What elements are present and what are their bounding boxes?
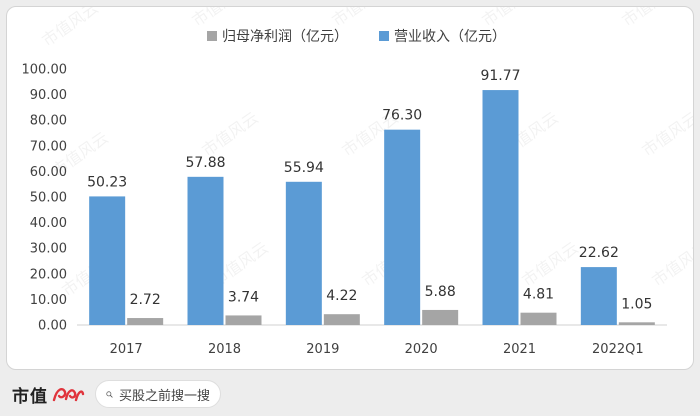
y-tick-label: 40.00	[30, 216, 67, 231]
y-tick-label: 100.00	[22, 63, 68, 78]
brand: 市值	[12, 382, 85, 407]
brand-logo-icon	[52, 387, 85, 402]
profit-data-label: 4.81	[523, 287, 554, 303]
y-tick-label: 80.00	[30, 114, 67, 129]
profit-data-label: 3.74	[228, 289, 259, 305]
revenue-data-label: 91.77	[480, 68, 520, 84]
x-tick-label: 2017	[110, 342, 143, 357]
bar-chart: 市值风云市值风云市值风云市值风云市值风云市值风云市值风云市值风云市值风云市值风云…	[22, 7, 694, 357]
y-tick-label: 70.00	[30, 139, 67, 154]
y-tick-label: 90.00	[30, 88, 67, 103]
watermark-text: 市值风云	[198, 108, 261, 160]
profit-bar	[127, 318, 164, 325]
x-tick-label: 2021	[503, 342, 536, 357]
brand-name: 市值	[12, 386, 48, 407]
search-icon	[106, 390, 113, 398]
x-tick-label: 2020	[405, 342, 438, 357]
revenue-bar	[482, 90, 519, 325]
revenue-data-label: 50.23	[87, 174, 127, 190]
profit-bar	[422, 309, 459, 325]
profit-bar	[520, 312, 557, 325]
watermark-text: 市值风云	[618, 7, 681, 30]
x-tick-label: 2018	[208, 342, 241, 357]
search-placeholder: 买股之前搜一搜	[118, 388, 210, 404]
profit-data-label: 2.72	[130, 292, 161, 308]
profit-bar	[225, 315, 262, 325]
x-tick-label: 2022Q1	[592, 342, 644, 357]
y-tick-label: 0.00	[38, 319, 67, 334]
profit-data-label: 1.05	[621, 296, 652, 312]
revenue-bar	[285, 181, 322, 325]
revenue-bar	[384, 129, 421, 325]
y-tick-label: 30.00	[30, 242, 67, 257]
watermark-text: 市值风云	[38, 7, 101, 50]
legend-label: 归母净利润（亿元）	[222, 28, 348, 45]
chart-card: 市值风云市值风云市值风云市值风云市值风云市值风云市值风云市值风云市值风云市值风云…	[6, 6, 694, 370]
watermark-text: 市值风云	[648, 238, 693, 290]
footer-bar: 市值 买股之前搜一搜	[0, 372, 700, 416]
y-tick-label: 60.00	[30, 165, 67, 180]
revenue-bar	[580, 267, 617, 325]
watermark-text: 市值风云	[188, 7, 251, 30]
profit-bar	[618, 322, 655, 325]
revenue-data-label: 22.62	[579, 245, 619, 261]
x-tick-label: 2019	[306, 342, 339, 357]
revenue-data-label: 57.88	[185, 155, 225, 171]
revenue-bar	[89, 196, 126, 325]
revenue-data-label: 76.30	[382, 108, 422, 124]
profit-data-label: 4.22	[326, 288, 357, 304]
y-tick-label: 50.00	[30, 191, 67, 206]
watermark-text: 市值风云	[638, 108, 693, 160]
profit-bar	[323, 314, 360, 325]
legend-swatch	[379, 31, 389, 41]
legend-label: 营业收入（亿元）	[394, 29, 506, 45]
y-tick-label: 10.00	[30, 293, 67, 308]
watermark-text: 市值风云	[518, 238, 581, 290]
profit-data-label: 5.88	[425, 284, 456, 300]
revenue-data-label: 55.94	[284, 160, 324, 176]
search-box[interactable]: 买股之前搜一搜	[95, 380, 221, 408]
revenue-bar	[187, 176, 224, 325]
watermark-text: 市值风云	[478, 7, 541, 30]
y-tick-label: 20.00	[30, 267, 67, 282]
watermark-text: 市值风云	[328, 7, 391, 30]
legend-swatch	[207, 31, 217, 41]
